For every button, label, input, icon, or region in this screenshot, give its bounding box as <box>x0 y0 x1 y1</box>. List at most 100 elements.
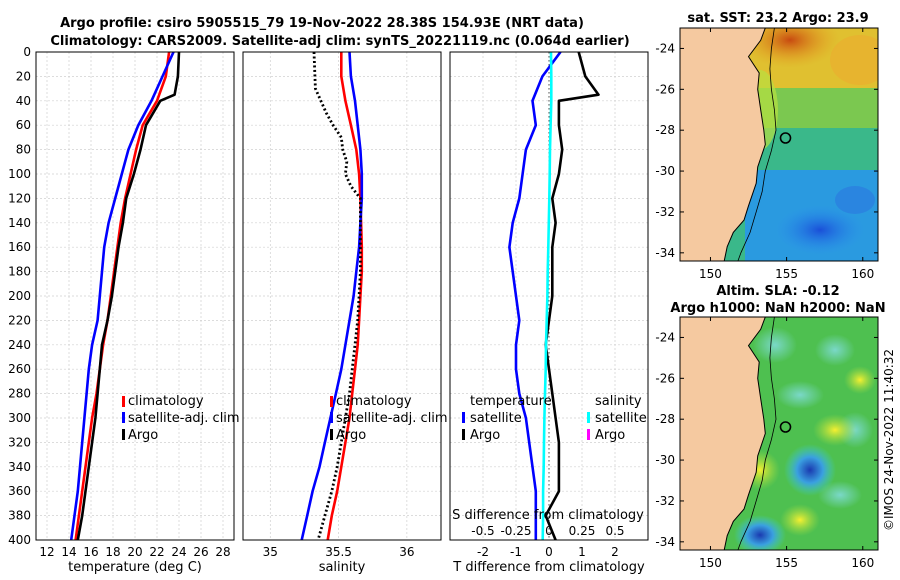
depth-tick-label: 260 <box>8 362 31 376</box>
sst-map: sat. SST: 23.2 Argo: 23.9 -24 -26 -28 -30 -3… <box>655 11 879 281</box>
legend-label-climatology: climatology <box>336 394 412 409</box>
series-line-climatology <box>326 52 364 540</box>
legend-label-argo: Argo <box>128 428 158 443</box>
x-tick-label: 12 <box>39 545 54 559</box>
lat-tick-label: -34 <box>655 246 675 260</box>
lat-tick-label: -28 <box>655 123 675 137</box>
sla-map-frame <box>679 316 879 551</box>
sst-map-title: sat. SST: 23.2 Argo: 23.9 <box>687 11 868 26</box>
salinity-lines <box>300 52 364 540</box>
legend-swatch-satellite <box>330 412 333 423</box>
depth-tick-label: 300 <box>8 411 31 425</box>
lat-tick-label: -26 <box>655 82 675 96</box>
salinity-tick-labels: 35 35.5 36 <box>263 545 415 559</box>
lat-tick-label: -32 <box>655 205 675 219</box>
sla-map-title-line1: Altim. SLA: -0.12 <box>716 284 839 299</box>
sla-cyan-se <box>818 481 862 509</box>
legend-swatch-argo <box>330 429 333 440</box>
x-tick-label: 0 <box>545 545 553 559</box>
copyright-label: ©IMOS 24-Nov-2022 11:40:32 <box>882 349 896 531</box>
temperature-lines <box>69 52 181 540</box>
temperature-xlabel: temperature (deg C) <box>68 560 202 575</box>
sla-coastline <box>723 317 766 550</box>
depth-tick-label: 220 <box>8 313 31 327</box>
x-tick-label: 2 <box>611 545 619 559</box>
series-line-argo <box>76 52 181 540</box>
salinity-axes-frame <box>242 51 442 541</box>
legend-swatch-s-satellite <box>587 412 590 423</box>
t-difference-xlabel: T difference from climatology <box>452 560 645 575</box>
series-line-temperature-argo <box>544 52 600 540</box>
difference-legend-temperature: temperature satellite Argo <box>462 394 552 443</box>
series-line-satellite-adj-clim <box>300 52 364 540</box>
difference-legend-salinity: salinity satellite Argo <box>587 394 647 443</box>
lon-tick-label: 150 <box>699 267 722 281</box>
sla-map-ticks: -24 -26 -28 -30 -32 -34 150 155 160 <box>655 317 878 570</box>
lon-tick-label: 160 <box>851 556 874 570</box>
legend-swatch-t-satellite <box>462 412 465 423</box>
legend-label-s-satellite: satellite <box>595 411 647 426</box>
sst-map-frame <box>679 27 879 262</box>
temperature-grid <box>36 51 234 541</box>
sla-cyan-mid <box>776 381 824 409</box>
depth-tick-label: 380 <box>8 509 31 523</box>
depth-tick-label: 280 <box>8 387 31 401</box>
depth-tick-label: 120 <box>8 191 31 205</box>
depth-tick-label: 340 <box>8 460 31 474</box>
lat-tick-label: -26 <box>655 371 675 385</box>
sla-land <box>680 317 766 550</box>
temperature-legend: climatology satellite-adj. clim Argo <box>122 394 240 443</box>
sla-high-south <box>780 504 820 536</box>
legend-swatch-s-argo <box>587 429 590 440</box>
legend-label-satellite: satellite-adj. clim <box>128 411 240 426</box>
x-tick-label: -1 <box>510 545 522 559</box>
sla-map: Altim. SLA: -0.12 Argo h1000: NaN h2000:… <box>655 284 885 570</box>
depth-tick-labels: 0 20 40 60 80 100 120 140 160 180 200 220 240 260 280 3… <box>8 45 31 547</box>
s-difference-tick-labels: -0.5 -0.25 0 0.25 0.5 <box>471 524 624 538</box>
depth-tick-label: 360 <box>8 484 31 498</box>
argo-float-marker <box>779 421 792 433</box>
x-tick-label: 36 <box>399 545 414 559</box>
legend-swatch-t-argo <box>462 429 465 440</box>
difference-axes-frame <box>449 51 649 541</box>
sla-high-core <box>813 414 857 446</box>
sst-land <box>680 28 766 261</box>
salinity-xlabel: salinity <box>319 560 366 575</box>
depth-tick-label: 40 <box>16 94 31 108</box>
depth-tick-label: 0 <box>23 45 31 59</box>
legend-title-salinity: salinity <box>595 394 642 409</box>
sst-warm-core <box>740 28 840 68</box>
lat-tick-label: -28 <box>655 412 675 426</box>
x-tick-label: 26 <box>193 545 208 559</box>
depth-tick-label: 320 <box>8 435 31 449</box>
sst-shelf-contour <box>737 28 777 261</box>
sst-warm-east <box>830 35 878 85</box>
legend-label-t-satellite: satellite <box>470 411 522 426</box>
legend-swatch-climatology <box>330 396 333 407</box>
legend-label-climatology: climatology <box>128 394 204 409</box>
lat-tick-label: -30 <box>655 164 675 178</box>
sst-cool-east <box>835 186 875 214</box>
sla-map-title-line2: Argo h1000: NaN h2000: NaN <box>670 301 885 316</box>
series-line-satellite-adj-clim <box>69 52 175 540</box>
sla-low-south <box>734 515 786 550</box>
series-line-temperature-satellite <box>508 52 562 540</box>
lon-tick-label: 160 <box>851 267 874 281</box>
legend-swatch-argo <box>122 429 125 440</box>
depth-tick-label: 80 <box>16 143 31 157</box>
legend-title-temperature: temperature <box>470 394 552 409</box>
sla-cyan-north <box>753 327 797 363</box>
difference-panel: -2 -1 0 1 2 T difference from climatology S … <box>449 51 649 575</box>
depth-tick-label: 140 <box>8 216 31 230</box>
x-tick-label: 1 <box>578 545 586 559</box>
x-tick-label: 14 <box>61 545 76 559</box>
x-tick-label: 20 <box>127 545 142 559</box>
depth-tick-label: 200 <box>8 289 31 303</box>
lat-tick-label: -30 <box>655 453 675 467</box>
x-tick-label: 24 <box>171 545 186 559</box>
legend-swatch-satellite <box>122 412 125 423</box>
lat-tick-label: -32 <box>655 494 675 508</box>
temperature-tick-labels: 12 14 16 18 20 22 24 26 28 <box>39 545 230 559</box>
legend-label-s-argo: Argo <box>595 428 625 443</box>
